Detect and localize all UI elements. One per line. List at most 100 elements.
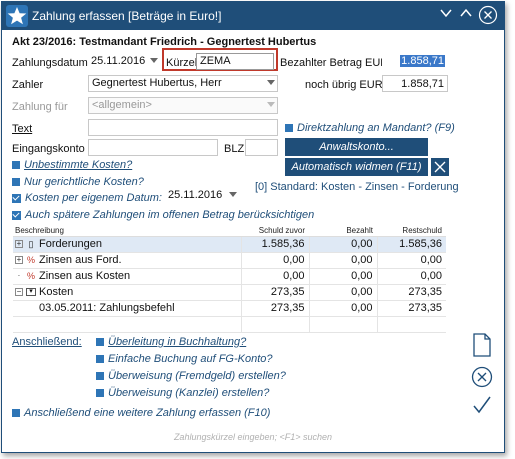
kosten-datum-field[interactable]: 25.11.2016 — [165, 188, 239, 205]
table-row[interactable]: ·% Zinsen aus Kosten 0,00 0,00 0,00 — [13, 268, 446, 285]
bezahlt-cell[interactable]: 0,00 — [308, 284, 377, 301]
clear-widmung-button[interactable] — [431, 158, 449, 176]
table-row[interactable]: − ▾ Kosten 273,35 0,00 273,35 — [13, 284, 446, 301]
envelope-icon: ▾ — [26, 288, 36, 297]
auch-spaetere-checkbox[interactable]: Auch spätere Zahlungen im offenen Betrag… — [12, 209, 314, 221]
collapse-icon[interactable]: − — [15, 287, 23, 297]
bezahlter-betrag-label: Bezahlter Betrag EUR — [280, 57, 389, 69]
table-row[interactable]: 03.05.2011: Zahlungsbefehl 273,35 0,00 2… — [13, 300, 446, 317]
bezahlter-betrag-input[interactable]: 1.858,71 — [382, 53, 448, 70]
option-label: Anschließend eine weitere Zahlung erfass… — [24, 407, 271, 419]
rest-cell: 1.585,36 — [376, 236, 446, 253]
checkbox-icon — [12, 409, 20, 418]
option-label: Überleitung in Buchhaltung? — [108, 336, 247, 348]
percent-icon: % — [26, 271, 35, 282]
einfache-buchung-option[interactable]: Einfache Buchung auf FG-Konto? — [96, 353, 273, 365]
zahlung-fuer-label: Zahlung für — [12, 101, 68, 113]
unbestimmte-kosten-checkbox[interactable]: Unbestimmte Kosten? — [12, 159, 132, 171]
chevron-down-icon[interactable] — [150, 58, 158, 63]
case-title: Akt 23/2016: Testmandant Friedrich - Geg… — [12, 36, 317, 48]
zahler-label: Zahler — [12, 79, 44, 91]
kosten-eigenes-datum-checkbox[interactable]: Kosten per eigenem Datum: — [12, 192, 162, 204]
eingangskonto-input[interactable] — [88, 139, 218, 156]
weitere-zahlung-option[interactable]: Anschließend eine weitere Zahlung erfass… — [12, 407, 270, 419]
nur-gerichtliche-checkbox[interactable]: Nur gerichtliche Kosten? — [12, 176, 144, 188]
checkbox-checked-icon — [12, 193, 21, 203]
row-label: 03.05.2011: Zahlungsbefehl — [39, 302, 175, 314]
bezahlt-cell[interactable]: 0,00 — [308, 252, 377, 269]
auch-spaetere-label: Auch spätere Zahlungen im offenen Betrag… — [25, 209, 315, 221]
schuld-cell: 0,00 — [240, 268, 309, 285]
column-header: Bezahlt — [309, 225, 377, 237]
table-row-empty — [13, 316, 446, 333]
zahlungsdatum-label: Zahlungsdatum — [12, 57, 88, 69]
standard-order-label: [0] Standard: Kosten - Zinsen - Forderun… — [255, 181, 459, 193]
direktzahlung-label: Direktzahlung an Mandant? (F9) — [297, 122, 455, 134]
column-header: Restschuld — [377, 225, 446, 237]
minimize-icon[interactable] — [436, 5, 456, 25]
kuerzel-highlight — [162, 48, 278, 71]
allocation-table: Beschreibung Schuld zuvor Bezahlt Restsc… — [13, 225, 446, 333]
ueberweisung-fremdgeld-option[interactable]: Überweisung (Fremdgeld) erstellen? — [96, 370, 286, 382]
column-header: Schuld zuvor — [241, 225, 309, 237]
schuld-cell: 0,00 — [240, 252, 309, 269]
row-label: Forderungen — [39, 238, 102, 250]
checkbox-icon — [96, 355, 104, 364]
zahler-value: Gegnertest Hubertus, Herr — [92, 77, 222, 89]
noch-uebrig-label: noch übrig EUR — [305, 79, 383, 91]
rest-cell: 273,35 — [376, 284, 446, 301]
row-label: Kosten — [39, 286, 74, 298]
kosten-datum-value: 25.11.2016 — [168, 189, 223, 201]
rest-cell: 273,35 — [376, 300, 446, 317]
payment-dialog: Zahlung erfassen [Beträge in Euro!] Akt … — [1, 1, 505, 453]
confirm-button[interactable] — [472, 395, 492, 418]
table-header-row: Beschreibung Schuld zuvor Bezahlt Restsc… — [13, 225, 446, 237]
checkmark-icon — [473, 396, 491, 414]
column-header: Beschreibung — [13, 225, 241, 237]
direktzahlung-checkbox[interactable]: Direktzahlung an Mandant? (F9) — [285, 122, 455, 134]
anschliessend-label: Anschließend: — [12, 336, 82, 348]
zahlung-fuer-value: <allgemein> — [92, 99, 152, 111]
chevron-down-icon — [267, 102, 275, 107]
close-icon[interactable] — [478, 5, 498, 25]
title-bar: Zahlung erfassen [Beträge in Euro!] — [2, 2, 504, 30]
kosten-eigenes-datum-label: Kosten per eigenem Datum: — [25, 192, 162, 204]
maximize-icon[interactable] — [456, 5, 476, 25]
option-label: Überweisung (Fremdgeld) erstellen? — [108, 370, 286, 382]
zahlungsdatum-value: 25.11.2016 — [91, 55, 146, 67]
table-row[interactable]: +% Zinsen aus Ford. 0,00 0,00 0,00 — [13, 252, 446, 269]
close-icon — [434, 161, 446, 173]
expand-icon[interactable]: + — [15, 239, 23, 249]
zahlung-fuer-select[interactable]: <allgemein> — [88, 97, 278, 114]
automatisch-widmen-button[interactable]: Automatisch widmen (F11) — [285, 158, 428, 176]
row-label: Zinsen aus Kosten — [39, 270, 131, 282]
text-input[interactable] — [88, 119, 278, 136]
rest-cell: 0,00 — [376, 252, 446, 269]
chevron-down-icon — [267, 80, 275, 85]
option-label: Einfache Buchung auf FG-Konto? — [108, 353, 273, 365]
option-label: Überweisung (Kanzlei) erstellen? — [108, 387, 270, 399]
chevron-down-icon[interactable] — [229, 192, 237, 197]
ueberweisung-kanzlei-option[interactable]: Überweisung (Kanzlei) erstellen? — [96, 387, 269, 399]
blz-input[interactable] — [245, 139, 278, 156]
new-document-button[interactable] — [472, 333, 492, 360]
expand-icon[interactable]: + — [15, 255, 23, 265]
zahlungsdatum-field[interactable]: 25.11.2016 — [88, 54, 160, 71]
anwaltskonto-button[interactable]: Anwaltskonto... — [285, 138, 428, 156]
checkbox-checked-icon — [12, 210, 21, 220]
cancel-button[interactable] — [471, 366, 493, 391]
eingangskonto-label: Eingangskonto — [12, 143, 85, 155]
bezahlt-cell[interactable]: 0,00 — [308, 236, 377, 253]
ueberleitung-option[interactable]: Überleitung in Buchhaltung? — [96, 336, 246, 348]
percent-icon: % — [26, 255, 35, 266]
document-icon: ▯ — [28, 239, 34, 250]
checkbox-icon — [96, 389, 104, 398]
nur-gerichtliche-label: Nur gerichtliche Kosten? — [24, 176, 144, 188]
rest-cell: 0,00 — [376, 268, 446, 285]
bezahlt-cell[interactable]: 0,00 — [308, 300, 377, 317]
table-row[interactable]: + ▯ Forderungen 1.585,36 0,00 1.585,36 — [13, 236, 446, 253]
bezahlt-cell[interactable]: 0,00 — [308, 268, 377, 285]
kuerzel-input[interactable]: ZEMA — [196, 53, 274, 70]
star-logo-icon — [6, 5, 28, 27]
zahler-select[interactable]: Gegnertest Hubertus, Herr — [88, 75, 278, 92]
